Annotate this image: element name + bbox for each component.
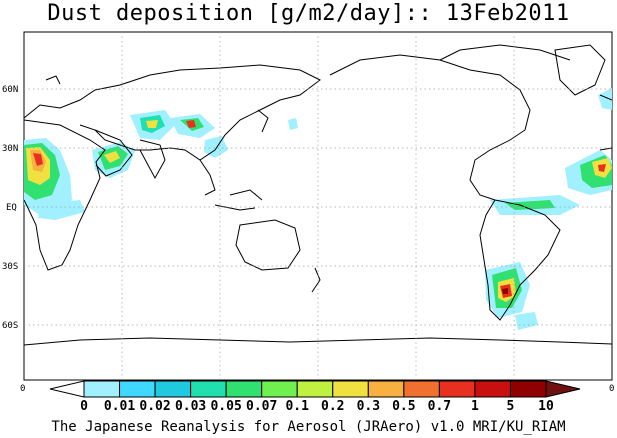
left-edge-label: 0 bbox=[20, 384, 25, 394]
map-title: Dust deposition [g/m2/day]:: 13Feb2011 bbox=[47, 1, 570, 26]
colorbar-high-arrow bbox=[545, 380, 581, 398]
colorbar-swatch bbox=[225, 380, 263, 398]
colorbar-tick-label: 5 bbox=[507, 399, 515, 414]
colorbar-tick-label: 0.3 bbox=[357, 399, 380, 414]
colorbar-tick-label: 0 bbox=[80, 399, 88, 414]
colorbar-tick-label: 0.07 bbox=[246, 399, 277, 414]
colorbar-swatch bbox=[154, 380, 192, 398]
colorbar-tick-label: 0.03 bbox=[175, 399, 206, 414]
colorbar-tick-label: 10 bbox=[538, 399, 554, 414]
lat-label: EQ bbox=[6, 203, 17, 213]
colorbar-swatch bbox=[509, 380, 547, 398]
colorbar-tick-label: 1 bbox=[471, 399, 479, 414]
lat-label: 60N bbox=[2, 85, 18, 95]
colorbar-tick-label: 0.5 bbox=[392, 399, 415, 414]
lat-label: 30S bbox=[2, 262, 18, 272]
colorbar-tick-label: 0.02 bbox=[139, 399, 170, 414]
colorbar-tick-label: 0.1 bbox=[285, 399, 309, 414]
dust-field bbox=[24, 88, 612, 330]
coastlines bbox=[24, 44, 612, 346]
graticule bbox=[24, 32, 612, 380]
colorbar-tick-label: 0.05 bbox=[210, 399, 241, 414]
colorbar-swatch bbox=[190, 380, 227, 398]
colorbar-swatch bbox=[367, 380, 405, 398]
colorbar-swatch bbox=[261, 380, 298, 398]
latitude-labels: 60N 30N EQ 30S 60S bbox=[2, 85, 18, 331]
lat-label: 60S bbox=[2, 321, 18, 331]
colorbar-swatch bbox=[332, 380, 369, 398]
credit-line: The Japanese Reanalysis for Aerosol (JRA… bbox=[51, 419, 566, 435]
colorbar-tick-label: 0.2 bbox=[321, 399, 344, 414]
colorbar-swatch bbox=[83, 380, 121, 398]
right-edge-label: 0 bbox=[609, 384, 614, 394]
colorbar-swatch bbox=[296, 380, 334, 398]
colorbar-tick-label: 0.7 bbox=[428, 399, 451, 414]
lat-label: 30N bbox=[2, 144, 18, 154]
colorbar-swatch bbox=[403, 380, 440, 398]
colorbar-tick-label: 0.01 bbox=[104, 399, 135, 414]
colorbar-low-arrow bbox=[49, 380, 85, 398]
colorbar-swatch bbox=[474, 380, 511, 398]
colorbar bbox=[49, 380, 581, 398]
colorbar-labels: 0 0.01 0.02 0.03 0.05 0.07 0.1 0.2 0.3 0.5 0.7 1 5 10 bbox=[80, 399, 554, 414]
colorbar-swatch bbox=[438, 380, 476, 398]
colorbar-swatch bbox=[119, 380, 156, 398]
